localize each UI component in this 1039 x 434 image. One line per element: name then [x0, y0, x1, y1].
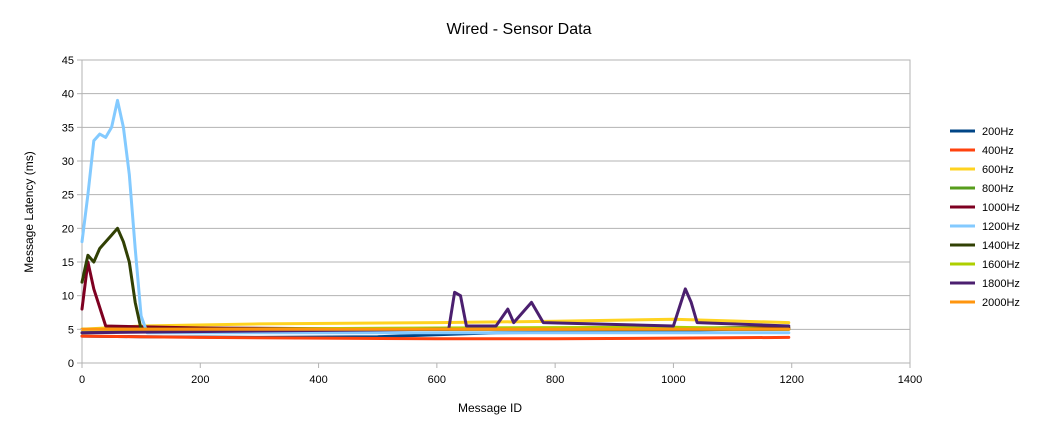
- legend: 200Hz 400Hz 600Hz 800Hz 1000Hz 1200Hz 1400Hz 16…: [950, 126, 1020, 309]
- x-tick-label: 600: [428, 374, 446, 386]
- series-line-400hz: [80, 334, 791, 341]
- grid-lines: [82, 59, 910, 330]
- x-tick-label: 0: [79, 374, 85, 386]
- x-axis-title: Message ID: [458, 401, 522, 415]
- legend-label-1400hz: 1400Hz: [982, 240, 1020, 252]
- y-tick-label: 10: [62, 291, 74, 303]
- legend-label-1600hz: 1600Hz: [982, 259, 1020, 271]
- y-tick-label: 35: [62, 122, 74, 134]
- y-tick-label: 20: [62, 223, 74, 235]
- series-line-1800hz: [80, 287, 791, 335]
- y-tick-label: 5: [68, 324, 74, 336]
- y-tick-label: 25: [62, 190, 74, 202]
- series-line-1200hz: [80, 98, 791, 335]
- y-axis-title: Message Latency (ms): [22, 151, 36, 272]
- legend-label-1800hz: 1800Hz: [982, 278, 1020, 290]
- x-tick-label: 1000: [661, 374, 685, 386]
- x-tick-label: 400: [309, 374, 327, 386]
- series-line-1400hz: [80, 226, 791, 331]
- legend-label-1200hz: 1200Hz: [982, 221, 1020, 233]
- series-layer: [80, 98, 791, 341]
- legend-label-600hz: 600Hz: [982, 164, 1014, 176]
- y-tick-label: 30: [62, 156, 74, 168]
- x-tick-label: 200: [191, 374, 209, 386]
- y-axis: 0 5 10 15 20 25 30 35 40 45: [62, 55, 82, 370]
- legend-label-400hz: 400Hz: [982, 145, 1014, 157]
- chart-title: Wired - Sensor Data: [447, 21, 592, 38]
- y-tick-label: 40: [62, 89, 74, 101]
- y-tick-label: 45: [62, 55, 74, 67]
- legend-label-2000hz: 2000Hz: [982, 297, 1020, 309]
- legend-label-200hz: 200Hz: [982, 126, 1014, 138]
- plot-area: [81, 59, 911, 364]
- legend-label-800hz: 800Hz: [982, 183, 1014, 195]
- legend-label-1000hz: 1000Hz: [982, 202, 1020, 214]
- x-tick-label: 1400: [898, 374, 922, 386]
- y-tick-label: 15: [62, 257, 74, 269]
- x-axis: 0 200 400 600 800 1000 1200 1400: [79, 363, 922, 386]
- x-tick-label: 1200: [779, 374, 803, 386]
- y-tick-label: 0: [68, 358, 74, 370]
- x-tick-label: 800: [546, 374, 564, 386]
